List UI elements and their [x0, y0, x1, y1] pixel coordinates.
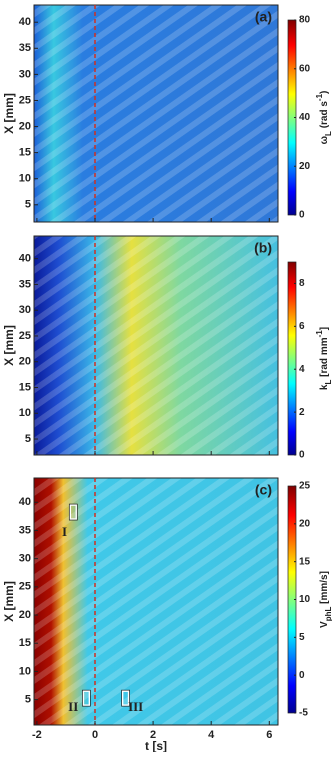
annotation-box-outline: [68, 503, 78, 521]
panel-label: (c): [255, 482, 272, 498]
colorbar-tick-label: 10: [299, 594, 311, 605]
colorbar-label-part: -1: [315, 330, 324, 338]
x-tick-label: 0: [92, 729, 98, 741]
y-tick-label: 25: [19, 581, 31, 593]
colorbar-label-part: ): [319, 91, 330, 94]
annotation-box: [121, 690, 130, 706]
colorbar-label-part: L: [324, 131, 332, 136]
y-tick-label: 30: [19, 304, 31, 316]
plot-frame: [33, 4, 279, 223]
y-tick-label: 15: [19, 637, 31, 649]
y-tick-label: 35: [19, 42, 31, 54]
annotation-box: [69, 504, 78, 520]
y-axis-label: X [mm]: [2, 325, 16, 366]
colorbar-tick-label: 20: [299, 161, 311, 172]
y-axis-label: X [mm]: [2, 93, 16, 134]
y-tick-label: 30: [19, 68, 31, 80]
colorbar-label: ωL (rad s-1): [315, 91, 332, 145]
y-tick-label: 40: [19, 253, 31, 265]
colorbar-label-part: [rad mm: [319, 337, 330, 379]
y-tick-label: 15: [19, 381, 31, 393]
colorbar-tick-label: 80: [299, 15, 311, 26]
x-axis-label: t [s]: [145, 739, 167, 752]
annotation-box-outline: [82, 689, 91, 707]
y-tick-label: 35: [19, 278, 31, 290]
colorbar-label-part: phL: [324, 607, 332, 622]
annotation-box-outline: [121, 689, 130, 707]
y-tick-label: 40: [19, 16, 31, 28]
colorbar-tick-label: 6: [299, 321, 305, 332]
panel-label: (b): [254, 240, 272, 256]
y-tick-label: 25: [19, 94, 31, 106]
y-tick-label: 40: [19, 496, 31, 508]
x-tick-label: 4: [208, 729, 215, 741]
heatmap-texture: [34, 5, 278, 222]
colorbar-tick-label: 2: [299, 407, 305, 418]
y-tick-label: 30: [19, 553, 31, 565]
colorbar-tick-label: -5: [299, 708, 308, 719]
colorbar-tick-label: 20: [299, 518, 311, 529]
y-tick-label: 10: [19, 407, 31, 419]
y-tick-label: 5: [25, 199, 31, 211]
y-tick-label: 20: [19, 609, 31, 621]
annotation: III: [128, 699, 143, 714]
annotation-box: [82, 690, 91, 706]
colorbar-tick-label: 0: [299, 210, 305, 221]
y-tick-label: 15: [19, 147, 31, 159]
y-tick-label: 5: [25, 694, 31, 706]
panel-label: (a): [255, 9, 272, 25]
y-tick-label: 20: [19, 356, 31, 368]
colorbar-label-part: [mm/s: [319, 574, 330, 607]
colorbar-label-part: k: [319, 384, 330, 390]
colorbar-tick-label: 4: [299, 364, 305, 375]
colorbar-label-part: ω: [319, 135, 330, 144]
x-tick-label: 6: [266, 729, 272, 741]
y-axis-label: X [mm]: [2, 581, 16, 622]
annotation: II: [68, 699, 78, 714]
y-tick-label: 5: [25, 433, 31, 445]
y-tick-label: 35: [19, 524, 31, 536]
x-tick-label: 2: [150, 729, 156, 741]
heatmap-texture: [34, 236, 278, 455]
plot-frame: [33, 477, 279, 726]
colorbar-label-part: L: [324, 380, 332, 385]
y-tick-label: 10: [19, 173, 31, 185]
colorbar-tick-label: 60: [299, 63, 311, 74]
colorbar-tick-label: 15: [299, 556, 311, 567]
x-tick-label: -2: [32, 729, 42, 741]
colorbar-label-part: ]: [319, 571, 330, 574]
annotation: I: [62, 524, 67, 539]
colorbar-label-part: -1: [315, 93, 324, 101]
y-tick-label: 10: [19, 665, 31, 677]
colorbar-tick-label: 0: [299, 670, 305, 681]
colorbar-tick-label: 5: [299, 632, 305, 643]
colorbar-tick-label: 40: [299, 112, 311, 123]
plot-frame: [33, 235, 279, 456]
colorbar-label-part: (rad s: [319, 101, 330, 131]
colorbar-tick-label: 25: [299, 481, 311, 492]
colorbar-tick-label: 0: [299, 450, 305, 461]
y-tick-label: 25: [19, 330, 31, 342]
colorbar-label-part: V: [319, 621, 330, 628]
y-tick-label: 20: [19, 120, 31, 132]
colorbar-label-part: ]: [319, 327, 330, 330]
colorbar: [287, 261, 297, 456]
colorbar-label: VphL [mm/s]: [319, 571, 332, 628]
colorbar-tick-label: 8: [299, 278, 305, 289]
colorbar-label: kL [rad mm-1]: [315, 327, 332, 390]
